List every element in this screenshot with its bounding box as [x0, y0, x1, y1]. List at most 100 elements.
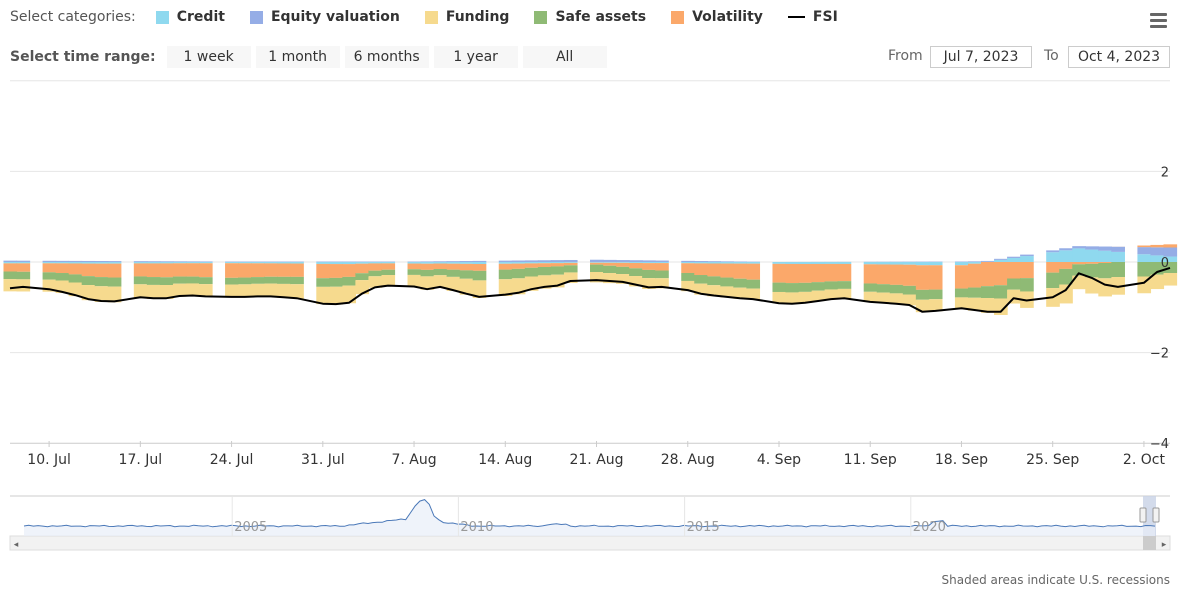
area-segment-credit	[928, 262, 943, 266]
legend-item-funding[interactable]: Funding	[424, 9, 510, 25]
area-segment-equity-valuation	[81, 260, 96, 262]
area-segment-credit	[459, 262, 474, 264]
area-segment-funding	[381, 275, 396, 287]
area-segment-volatility	[603, 262, 617, 266]
area-segment-funding	[876, 292, 891, 304]
area-segment-credit	[68, 262, 83, 264]
area-segment-equity-valuation	[1007, 256, 1021, 258]
area-segment-funding	[733, 287, 748, 299]
area-segment-volatility	[811, 263, 826, 283]
area-segment-safe-assets	[1111, 262, 1125, 278]
area-segment-safe-assets	[277, 276, 291, 284]
area-segment-credit	[1085, 249, 1099, 262]
area-segment-funding	[694, 283, 708, 295]
area-segment-credit	[889, 262, 904, 265]
area-segment-safe-assets	[746, 279, 761, 289]
navigator-handle[interactable]	[1152, 507, 1160, 523]
area-segment-safe-assets	[68, 274, 83, 283]
area-segment-safe-assets	[420, 269, 435, 277]
area-segment-credit	[511, 262, 526, 264]
area-segment-volatility	[368, 263, 383, 271]
x-axis: 10. Jul 17. Jul 24. Jul 31. Jul 7. Aug 14. Au…	[27, 441, 1165, 468]
area-segment-funding	[720, 286, 734, 298]
area-segment-equity-valuation	[1046, 250, 1060, 253]
area-segment-safe-assets	[994, 285, 1008, 299]
navigator-scrollbar	[9, 535, 1171, 551]
area-segment-funding	[420, 276, 435, 290]
area-segment-equity-valuation	[550, 260, 565, 262]
area-segment-safe-assets	[1137, 262, 1152, 277]
legend-item-volatility[interactable]: Volatility	[671, 9, 763, 25]
area-segment-safe-assets	[511, 268, 526, 279]
navigator-handle[interactable]	[1139, 507, 1147, 523]
area-segment-volatility	[159, 263, 174, 278]
area-segment-credit	[185, 262, 200, 264]
area-segment-volatility	[498, 263, 513, 270]
legend-item-credit[interactable]: Credit	[155, 9, 225, 25]
legend-item-safe-assets[interactable]: Safe assets	[534, 9, 646, 25]
area-segment-funding	[94, 286, 109, 302]
navigator[interactable]: ◂ ▸ 2005 2010 2015 2020	[9, 495, 1171, 551]
area-segment-equity-valuation	[563, 259, 578, 262]
area-segment-funding	[3, 279, 18, 292]
area-segment-funding	[329, 286, 343, 305]
area-segment-safe-assets	[264, 276, 278, 284]
area-segment-funding	[629, 276, 643, 287]
area-segment-credit	[225, 262, 239, 264]
area-segment-credit	[420, 262, 435, 264]
navigator-tick-label: 2015	[687, 520, 720, 535]
fsi-series	[9, 266, 1171, 313]
range-button-1-week[interactable]: 1 week	[166, 46, 251, 68]
legend-item-equity-valuation[interactable]: Equity valuation	[249, 9, 400, 25]
area-segment-equity-valuation	[459, 261, 474, 262]
legend-item-fsi[interactable]: FSI	[787, 9, 838, 25]
area-segment-equity-valuation	[433, 261, 448, 262]
legend-label: Funding	[445, 9, 510, 25]
area-segment-safe-assets	[811, 282, 826, 291]
area-segment-volatility	[277, 263, 291, 277]
x-tick-label: 2. Oct	[1123, 452, 1166, 468]
legend-label: Safe assets	[555, 9, 647, 25]
area-segment-safe-assets	[355, 273, 370, 281]
area-segment-funding	[68, 282, 83, 297]
area-segment-funding	[655, 278, 669, 289]
area-segment-volatility	[994, 262, 1008, 286]
range-button-1-month[interactable]: 1 month	[255, 46, 340, 68]
area-segment-credit	[524, 262, 539, 264]
range-selector: Select time range: 1 week 1 month 6 mont…	[10, 46, 607, 68]
area-segment-credit	[407, 262, 422, 264]
area-segment-safe-assets	[550, 266, 565, 275]
area-segment-safe-assets	[446, 269, 461, 277]
area-segment-volatility	[55, 263, 70, 274]
area-segment-volatility	[954, 265, 969, 289]
area-segment-funding	[603, 273, 617, 284]
area-segment-credit	[498, 262, 513, 264]
area-segment-volatility	[824, 263, 839, 282]
area-segment-credit	[16, 262, 31, 264]
area-segment-volatility	[251, 263, 265, 278]
x-tick-label: 25. Sep	[1026, 452, 1079, 468]
area-segment-safe-assets	[655, 270, 669, 279]
area-segment-volatility	[511, 263, 526, 269]
from-date-input[interactable]	[930, 46, 1032, 68]
from-label: From	[888, 48, 923, 64]
to-date-input[interactable]	[1068, 46, 1170, 68]
area-segment-volatility	[81, 263, 96, 277]
hamburger-menu-icon[interactable]	[1150, 13, 1167, 29]
range-button-all[interactable]: All	[522, 46, 607, 68]
range-button-1-year[interactable]: 1 year	[433, 46, 518, 68]
area-segment-credit	[316, 262, 330, 264]
area-segment-volatility	[172, 263, 187, 277]
area-segment-safe-assets	[42, 272, 57, 280]
scroll-right-arrow-icon[interactable]: ▸	[1162, 540, 1167, 550]
area-segment-safe-assets	[16, 271, 31, 280]
scroll-left-arrow-icon[interactable]: ◂	[14, 540, 19, 550]
area-segment-funding	[511, 278, 526, 295]
range-button-6-months[interactable]: 6 months	[344, 46, 429, 68]
area-segment-equity-valuation	[68, 260, 83, 262]
area-segment-equity-valuation	[472, 260, 487, 262]
y-tick-label: 2	[1161, 165, 1169, 180]
area-segment-funding	[407, 274, 422, 287]
area-segment-credit	[876, 262, 891, 265]
area-segment-funding	[590, 272, 604, 283]
